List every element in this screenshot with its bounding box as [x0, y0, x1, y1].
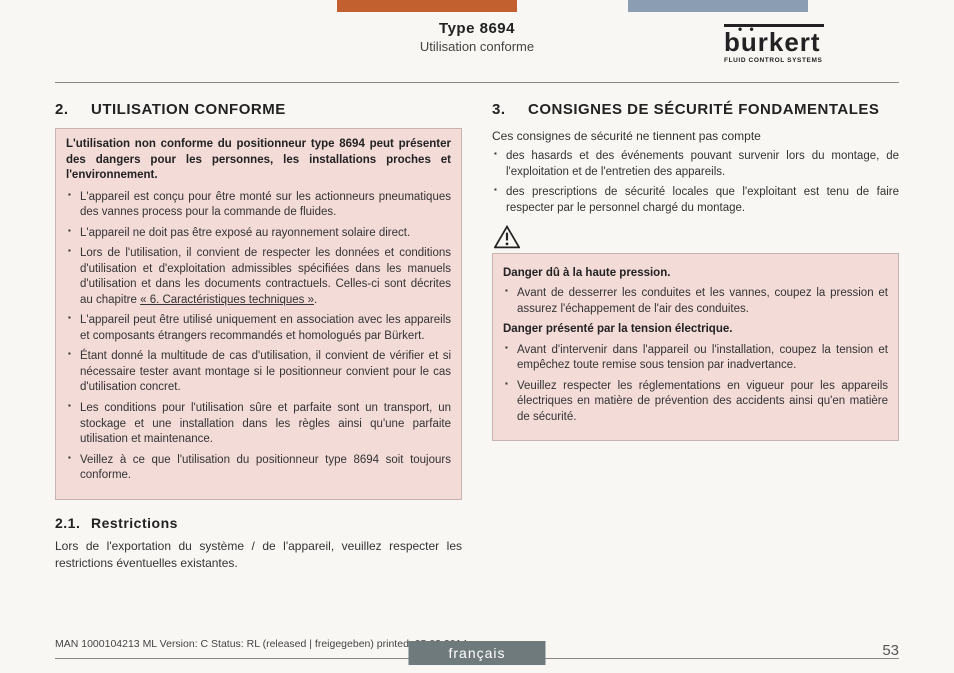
list-item: Lors de l'utilisation, il convient de re… [66, 246, 451, 308]
danger-pressure-list: Avant de desserrer les conduites et les … [503, 286, 888, 317]
danger-electric-list: Avant d'intervenir dans l'appareil ou l'… [503, 343, 888, 426]
list-item: Avant de desserrer les conduites et les … [503, 286, 888, 317]
right-column: 3. CONSIGNES DE SÉCURITÉ FONDAMENTALES C… [492, 100, 899, 575]
list-item: des hasards et des événements pouvant su… [492, 149, 899, 180]
restrictions-text: Lors de l'exportation du système / de l'… [55, 538, 462, 570]
warning-box-usage: L'utilisation non conforme du positionne… [55, 128, 462, 499]
bar-orange [337, 0, 517, 12]
list-item: Avant d'intervenir dans l'appareil ou l'… [503, 343, 888, 374]
header-rule [55, 82, 899, 83]
warning-triangle-icon [494, 225, 520, 249]
list-item: L'appareil ne doit pas être exposé au ra… [66, 226, 451, 242]
list-item: Veuillez respecter les réglementations e… [503, 379, 888, 426]
safety-intro-list: des hasards et des événements pouvant su… [492, 149, 899, 216]
chapter-link[interactable]: « 6. Caractéristiques techniques » [140, 294, 314, 306]
content-columns: 2. UTILISATION CONFORME L'utilisation no… [55, 100, 899, 575]
list-item: Les conditions pour l'utilisation sûre e… [66, 401, 451, 448]
safety-intro: Ces consignes de sécurité ne tiennent pa… [492, 128, 899, 144]
page-number: 53 [882, 642, 899, 659]
section-3-heading: 3. CONSIGNES DE SÉCURITÉ FONDAMENTALES [492, 100, 899, 120]
list-item: des prescriptions de sécurité locales qu… [492, 185, 899, 216]
logo-umlaut-icon: • • [738, 23, 756, 35]
section-2-num: 2. [55, 100, 91, 120]
section-3-title: CONSIGNES DE SÉCURITÉ FONDAMENTALES [528, 100, 879, 120]
top-color-bars [0, 0, 954, 12]
logo-text: • • burkert [724, 29, 894, 55]
section-2-title: UTILISATION CONFORME [91, 100, 286, 120]
list-item: Étant donné la multitude de cas d'utilis… [66, 349, 451, 396]
section-3-num: 3. [492, 100, 528, 120]
box-intro: L'utilisation non conforme du positionne… [66, 137, 451, 184]
bar-blue [628, 0, 808, 12]
doc-type: Type 8694 [260, 20, 694, 37]
list-item: L'appareil est conçu pour être monté sur… [66, 190, 451, 221]
section-2-heading: 2. UTILISATION CONFORME [55, 100, 462, 120]
subsection-2-1-heading: 2.1.Restrictions [55, 514, 462, 533]
brand-logo: • • burkert FLUID CONTROL SYSTEMS [724, 22, 894, 64]
warning-box-danger: Danger dû à la haute pression. Avant de … [492, 253, 899, 442]
danger-electric-title: Danger présenté par la tension électriqu… [503, 322, 888, 338]
danger-pressure-title: Danger dû à la haute pression. [503, 266, 888, 282]
list-item: Veillez à ce que l'utilisation du positi… [66, 453, 451, 484]
doc-subtitle: Utilisation conforme [260, 39, 694, 54]
sub-num: 2.1. [55, 514, 91, 533]
sub-title: Restrictions [91, 515, 178, 531]
language-tab: français [408, 641, 545, 665]
logo-tagline: FLUID CONTROL SYSTEMS [724, 57, 894, 64]
list-item: L'appareil peut être utilisé uniquement … [66, 313, 451, 344]
usage-list: L'appareil est conçu pour être monté sur… [66, 190, 451, 484]
left-column: 2. UTILISATION CONFORME L'utilisation no… [55, 100, 462, 575]
